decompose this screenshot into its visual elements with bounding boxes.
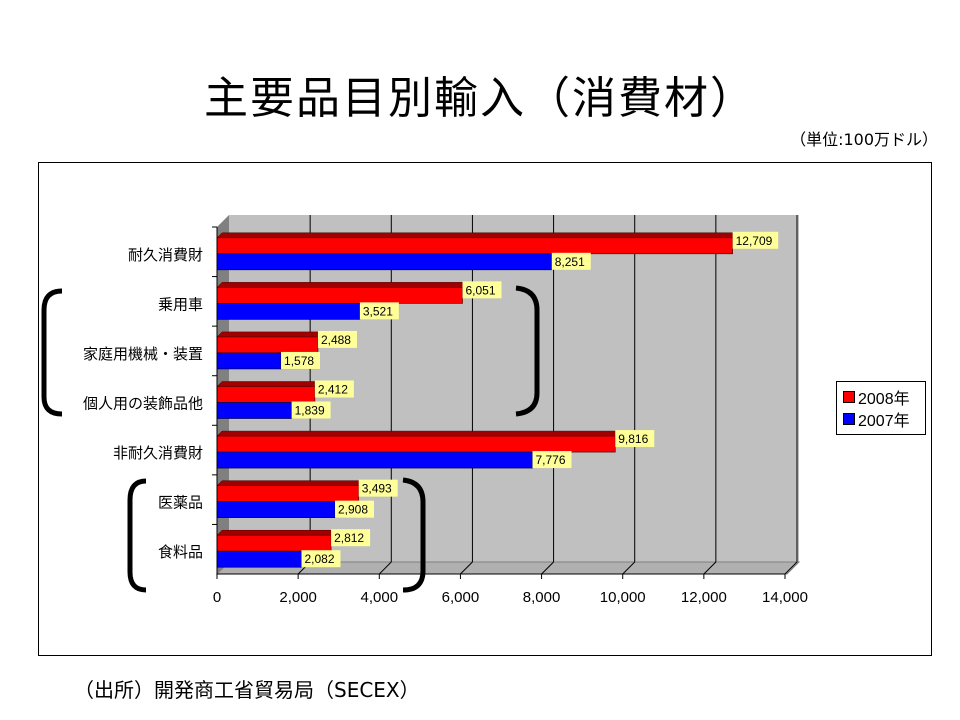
bracket-right-nondurable-subitems (402, 477, 426, 593)
bar-top-2008 (216, 232, 739, 239)
x-tick-label: 12,000 (681, 589, 727, 606)
bar-top-2008 (216, 282, 469, 288)
legend-label-2008: 2008年 (858, 391, 910, 408)
bracket-left-durable-subitems (41, 288, 63, 417)
page-title: 主要品目別輸入（消費材） (204, 73, 756, 124)
value-label-2008-bg (331, 529, 371, 547)
value-label-2008: 9,816 (618, 432, 648, 446)
x-tick-label: 6,000 (442, 589, 480, 606)
category-label: 乗用車 (158, 295, 203, 313)
category-label: 耐久消費財 (128, 246, 203, 264)
category-label: 医薬品 (158, 494, 203, 512)
value-label-2007: 8,251 (555, 255, 585, 269)
value-label-2008: 6,051 (465, 283, 495, 297)
legend: 2008年 2007年 (836, 381, 926, 435)
value-label-2007-bg (281, 351, 321, 369)
category-label: 非耐久消費財 (113, 444, 203, 462)
x-tick-label: 4,000 (361, 589, 399, 606)
value-label-2008: 12,709 (736, 234, 773, 248)
category-label: 食料品 (158, 543, 203, 561)
bracket-left-nondurable-subitems (127, 478, 147, 593)
value-label-2007-bg (551, 252, 591, 270)
bar-2007 (216, 402, 292, 419)
gridline-floor (622, 561, 636, 575)
chart-frame (38, 162, 932, 656)
x-tick-label: 2,000 (279, 589, 317, 606)
bracket-right-durable-subitems (515, 285, 540, 417)
bar-top-2008 (216, 381, 321, 387)
value-label-2007: 3,521 (363, 304, 393, 318)
legend-item-2007: 2007年 (843, 408, 925, 430)
x-tick-label: 10,000 (600, 589, 646, 606)
gridline-floor (541, 561, 554, 575)
category-label: 個人用の装飾品他 (83, 395, 203, 413)
x-tick-label: 8,000 (523, 589, 561, 606)
bar-top-2008 (216, 480, 365, 486)
category-label: 家庭用機械・装置 (83, 345, 203, 363)
bar-2008 (216, 534, 332, 552)
gridline-floor (378, 561, 392, 575)
legend-label-2007: 2007年 (858, 413, 910, 430)
value-label-2008: 2,812 (334, 531, 364, 545)
bar-2008 (216, 287, 463, 304)
value-label-2007-bg (532, 451, 572, 469)
value-label-2008: 3,493 (362, 482, 392, 496)
value-label-2007: 2,082 (304, 552, 334, 566)
value-label-2008-bg (732, 231, 779, 249)
bar-2007 (216, 501, 336, 518)
value-label-2007-bg (334, 500, 374, 518)
bar-2008 (216, 336, 319, 354)
value-label-2007: 1,578 (284, 354, 314, 368)
value-label-2008-bg (317, 330, 357, 348)
bar-2007 (216, 352, 282, 370)
value-label-2008-bg (358, 479, 398, 497)
value-label-2007: 2,908 (338, 503, 368, 517)
value-label-2007-bg (359, 302, 399, 320)
bar-2008 (216, 237, 733, 255)
x-tick-label: 0 (213, 589, 221, 606)
gridline-floor (460, 561, 473, 575)
value-label-2007: 7,776 (535, 453, 565, 467)
bar-2008 (216, 386, 316, 403)
value-label-2008: 2,488 (321, 333, 351, 347)
source-note: （出所）開発商工省貿易局（SECEX） (74, 678, 420, 702)
value-label-2007-bg (301, 550, 341, 568)
value-label-2007: 1,839 (295, 404, 325, 418)
bar-top-2008 (216, 529, 337, 536)
legend-swatch-2007 (843, 413, 855, 425)
bar-2007 (216, 253, 553, 271)
legend-swatch-2008 (843, 391, 855, 403)
value-label-2008-bg (314, 380, 354, 398)
bar-2007 (216, 451, 533, 469)
legend-item-2008: 2008年 (843, 386, 925, 408)
bar-2007 (216, 303, 361, 320)
value-label-2008: 2,412 (318, 383, 348, 397)
bar-top-2008 (216, 331, 324, 338)
unit-note: （単位:100万ドル） (790, 130, 938, 149)
bar-top-2008 (216, 430, 621, 437)
bar-2008 (216, 435, 616, 453)
bar-2007 (216, 550, 302, 568)
value-label-2007-bg (291, 401, 331, 419)
gridline-floor (703, 561, 717, 575)
value-label-2008-bg (462, 281, 502, 299)
gridline-floor (784, 561, 798, 575)
bar-2008 (216, 485, 360, 502)
value-label-2008-bg (615, 430, 655, 448)
x-tick-label: 14,000 (762, 589, 808, 606)
